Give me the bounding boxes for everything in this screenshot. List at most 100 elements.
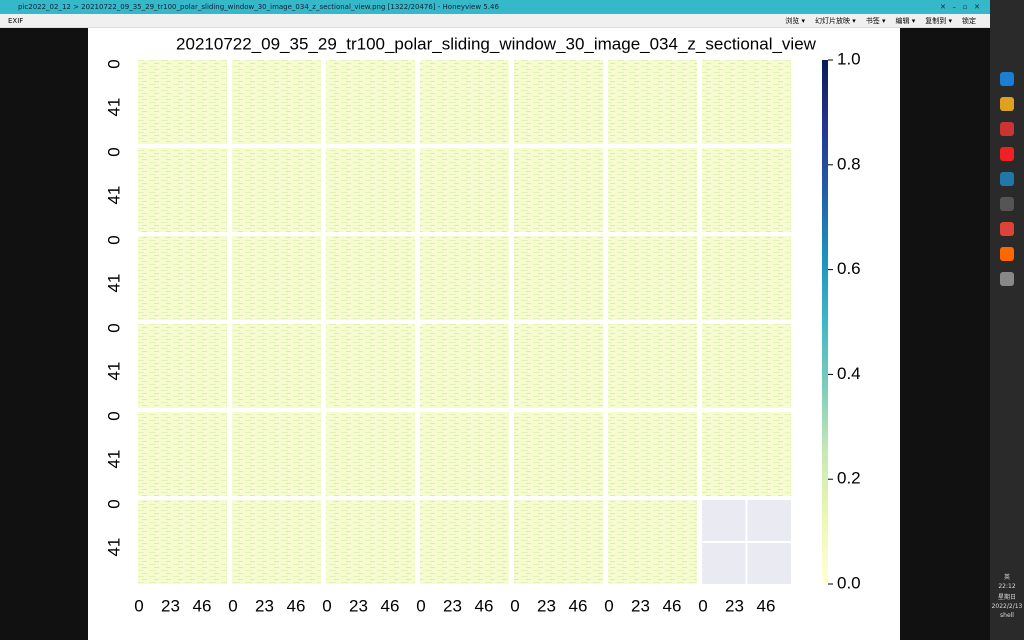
heatmap-panel (420, 324, 509, 408)
colorbar-tick-label: 0.8 (837, 154, 861, 173)
app-icon[interactable] (1000, 72, 1014, 86)
x-tick-label: 23 (537, 596, 556, 615)
heatmap-panel (138, 500, 227, 584)
heatmap-panel (608, 60, 697, 144)
app-icon[interactable] (1000, 97, 1014, 111)
tray-text: 2022/2/13 (991, 603, 1023, 610)
tray-text: 英 (1003, 574, 1010, 581)
chart: 20210722_09_35_29_tr100_polar_sliding_wi… (88, 28, 900, 640)
tray-text: shell (1000, 612, 1014, 619)
window-title: pic2022_02_12 > 20210722_09_35_29_tr100_… (18, 3, 499, 11)
colorbar-tick-label: 0.6 (837, 259, 861, 278)
heatmap-panel (514, 148, 603, 232)
heatmap-panel (326, 412, 415, 496)
heatmap-panel (420, 148, 509, 232)
menu-item[interactable]: 复制到 ▾ (925, 17, 952, 25)
x-tick-label: 0 (134, 596, 143, 615)
colorbar-tick-label: 0.4 (837, 364, 861, 383)
y-tick-label: 0 (104, 147, 123, 156)
heatmap-panel (138, 412, 227, 496)
y-tick-label: 41 (104, 450, 123, 469)
heatmap-panel (514, 500, 603, 584)
heatmap-panel (326, 324, 415, 408)
menu-item[interactable]: 书签 ▾ (865, 17, 886, 25)
heatmap-panel (326, 500, 415, 584)
x-tick-label: 0 (604, 596, 613, 615)
heatmap-panel (608, 236, 697, 320)
heatmap-panel (232, 500, 321, 584)
x-tick-label: 0 (228, 596, 237, 615)
heatmap-panel (420, 412, 509, 496)
app-icon[interactable] (1000, 172, 1014, 186)
heatmap-panel (232, 324, 321, 408)
heatmap-panel (326, 60, 415, 144)
app-icon[interactable] (1000, 147, 1014, 161)
app-icon[interactable] (1000, 272, 1014, 286)
x-tick-label: 0 (698, 596, 707, 615)
tray-text: 22:12 (998, 583, 1016, 590)
y-tick-label: 41 (104, 186, 123, 205)
heatmap-panel (702, 148, 791, 232)
x-tick-label: 46 (381, 596, 400, 615)
heatmap-panel (420, 500, 509, 584)
x-tick-label: 0 (322, 596, 331, 615)
x-tick-label: 23 (725, 596, 744, 615)
title-bar: pic2022_02_12 > 20210722_09_35_29_tr100_… (0, 0, 990, 14)
y-tick-label: 41 (104, 362, 123, 381)
app-icon[interactable] (1000, 222, 1014, 236)
heatmap-panel (514, 60, 603, 144)
heatmap-panel (702, 412, 791, 496)
x-tick-label: 0 (510, 596, 519, 615)
x-tick-label: 46 (569, 596, 588, 615)
x-tick-label: 46 (287, 596, 306, 615)
y-tick-label: 0 (104, 59, 123, 68)
x-tick-label: 23 (631, 596, 650, 615)
heatmap-panel (138, 148, 227, 232)
app-icon[interactable] (1000, 197, 1014, 211)
heatmap-panel (420, 236, 509, 320)
colorbar (822, 60, 828, 584)
y-tick-label: 41 (104, 274, 123, 293)
menu-item[interactable]: 锁定 (962, 17, 976, 25)
menu-item[interactable]: 浏览 ▾ (785, 17, 805, 25)
x-tick-label: 46 (757, 596, 776, 615)
heatmap-panel (138, 60, 227, 144)
y-tick-label: 0 (104, 499, 123, 508)
heatmap-panel (608, 324, 697, 408)
side-taskbar (990, 0, 1024, 640)
x-tick-label: 46 (193, 596, 212, 615)
menu-item[interactable]: 编辑 ▾ (895, 17, 916, 25)
x-tick-label: 46 (475, 596, 494, 615)
x-tick-label: 46 (663, 596, 682, 615)
heatmap-panel (702, 60, 791, 144)
y-tick-label: 0 (104, 323, 123, 332)
heatmap-panel (608, 412, 697, 496)
tray: 英 22:12 星期日 2022/2/13 shell (990, 570, 1024, 621)
heatmap-panel (232, 412, 321, 496)
heatmap-panel (514, 412, 603, 496)
exif-button[interactable]: EXIF (8, 17, 24, 25)
app-icon[interactable] (1000, 122, 1014, 136)
colorbar-tick-label: 0.2 (837, 469, 861, 488)
heatmap-panel (514, 236, 603, 320)
toolbar: EXIF 浏览 ▾ 幻灯片放映 ▾ 书签 ▾ 编辑 ▾ 复制到 ▾ 锁定 (0, 14, 990, 28)
heatmap-panel (326, 236, 415, 320)
menu-item[interactable]: 幻灯片放映 ▾ (815, 17, 856, 25)
x-tick-label: 23 (443, 596, 462, 615)
x-tick-label: 23 (161, 596, 180, 615)
heatmap-panel (702, 236, 791, 320)
heatmap-panel (514, 324, 603, 408)
heatmap-panel (608, 500, 697, 584)
heatmap-panel (326, 148, 415, 232)
y-tick-label: 0 (104, 411, 123, 420)
heatmap-panel (608, 148, 697, 232)
colorbar-tick-label: 0.0 (837, 573, 861, 592)
heatmap-panel (138, 324, 227, 408)
heatmap-panel (232, 148, 321, 232)
x-tick-label: 23 (349, 596, 368, 615)
x-tick-label: 0 (416, 596, 425, 615)
app-icon[interactable] (1000, 247, 1014, 261)
window-controls[interactable]: ✕ – ▫ ✕ (939, 3, 980, 11)
y-tick-label: 0 (104, 235, 123, 244)
